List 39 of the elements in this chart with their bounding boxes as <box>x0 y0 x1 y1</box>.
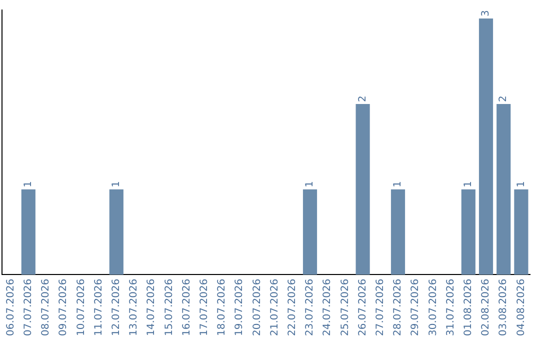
x-tick-label: 10.07.2026 <box>76 278 87 336</box>
x-tick-label: 26.07.2026 <box>357 278 368 336</box>
data-label: 2 <box>357 96 368 102</box>
x-tick-label: 22.07.2026 <box>286 278 298 336</box>
x-tick-label: 18.07.2026 <box>216 278 228 336</box>
x-tick-label: 19.07.2026 <box>234 278 246 336</box>
data-label: 3 <box>480 10 492 17</box>
x-tick-label: 20.07.2026 <box>252 278 263 336</box>
x-tick-label: 27.07.2026 <box>374 278 386 336</box>
x-tick-label: 29.07.2026 <box>410 278 422 336</box>
x-tick-label: 16.07.2026 <box>181 278 192 336</box>
x-tick-label: 01.08.2026 <box>462 278 474 336</box>
x-tick-label: 28.07.2026 <box>392 278 404 336</box>
x-tick-label: 12.07.2026 <box>110 278 122 336</box>
x-tick-label: 11.07.2026 <box>93 278 104 336</box>
data-label: 1 <box>304 180 316 188</box>
x-tick-label: 02.08.2026 <box>480 278 492 336</box>
x-tick-label: 30.07.2026 <box>428 278 439 336</box>
data-label: 1 <box>516 180 527 188</box>
x-tick-label: 06.07.2026 <box>5 278 16 336</box>
x-tick-label: 08.07.2026 <box>40 278 52 336</box>
x-tick-label: 25.07.2026 <box>340 278 351 336</box>
x-tick-label: 13.07.2026 <box>128 278 140 336</box>
x-tick-label: 14.07.2026 <box>146 278 158 336</box>
x-tick-label: 07.07.2026 <box>22 278 34 336</box>
x-tick-label: 23.07.2026 <box>304 278 316 336</box>
x-tick-label: 09.07.2026 <box>58 278 70 336</box>
data-label: 1 <box>22 180 34 188</box>
data-label: 2 <box>498 96 510 102</box>
x-tick-label: 03.08.2026 <box>498 278 510 336</box>
data-label: 1 <box>392 180 404 188</box>
x-tick-label: 21.07.2026 <box>269 278 280 336</box>
x-tick-label: 04.08.2026 <box>516 278 527 336</box>
data-label: 1 <box>110 180 122 188</box>
data-label: 1 <box>462 180 474 188</box>
x-tick-label: 24.07.2026 <box>322 278 334 336</box>
x-tick-label: 31.07.2026 <box>445 278 456 336</box>
x-tick-label: 15.07.2026 <box>164 278 175 336</box>
x-tick-label: 17.07.2026 <box>198 278 210 336</box>
